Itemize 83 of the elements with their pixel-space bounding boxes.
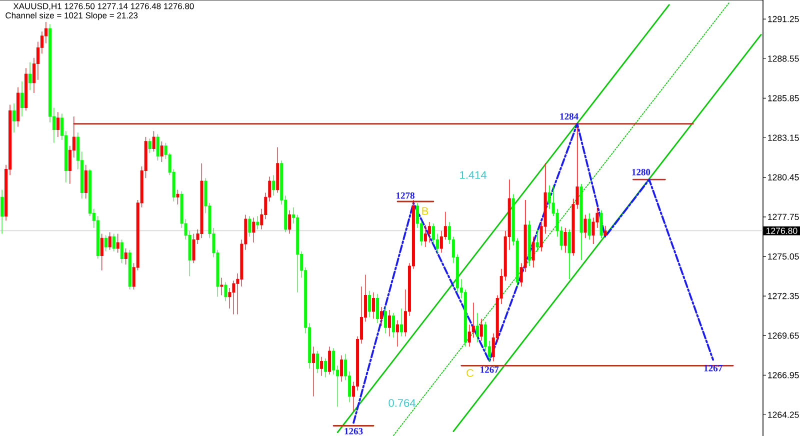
candlestick — [252, 217, 256, 243]
candlestick — [588, 212, 591, 240]
candlestick — [0, 189, 4, 234]
candlestick — [128, 250, 132, 290]
candlestick — [100, 233, 104, 271]
candlestick — [532, 236, 535, 268]
candlestick — [368, 290, 372, 318]
annotation: 1.414 — [460, 171, 486, 179]
candlestick — [340, 355, 344, 382]
candlestick — [176, 189, 180, 205]
candlestick — [528, 220, 531, 266]
candlestick — [108, 232, 112, 250]
candlestick — [476, 312, 479, 343]
candlestick — [248, 216, 252, 237]
candlestick — [324, 358, 328, 378]
candlestick — [272, 174, 276, 196]
candlestick — [320, 356, 324, 376]
candlestick — [28, 62, 32, 90]
candlestick — [384, 306, 387, 334]
candlestick — [192, 233, 196, 264]
ref-line-label: 1276.80 — [766, 228, 798, 234]
candlestick — [148, 138, 152, 154]
annotation: 1284 — [560, 113, 578, 120]
candlestick — [536, 229, 539, 252]
y-tick-label: 1272.35 — [768, 292, 799, 300]
y-tick-label: 1283.15 — [768, 134, 799, 141]
candlestick — [276, 146, 280, 194]
candlestick — [584, 214, 587, 238]
candlestick — [388, 310, 391, 337]
candlestick — [428, 222, 431, 243]
candlestick — [600, 210, 603, 238]
annotation: 1278 — [396, 192, 414, 199]
annotation: B — [422, 207, 428, 215]
y-tick-label: 1277.75 — [768, 214, 799, 220]
candlestick — [568, 229, 571, 280]
candlestick — [424, 224, 427, 248]
candlestick — [16, 86, 20, 128]
candlestick — [376, 294, 380, 324]
candlestick — [392, 312, 395, 338]
candlestick — [288, 210, 292, 234]
annotation: 1267 — [480, 366, 499, 373]
y-tick-label: 1291.25 — [768, 16, 799, 22]
candlestick — [256, 216, 260, 230]
candlestick — [20, 81, 24, 117]
annotation: C — [466, 369, 474, 377]
candlestick — [400, 308, 403, 337]
candlestick — [104, 234, 108, 252]
candlestick — [120, 239, 124, 264]
annotation: 1267 — [704, 364, 722, 372]
y-tick-label: 1264.25 — [768, 412, 799, 418]
candlestick — [396, 320, 399, 347]
candlestick — [24, 68, 28, 111]
y-tick-label: 1288.55 — [768, 56, 799, 62]
candlestick — [316, 350, 320, 374]
candlestick — [564, 228, 567, 254]
candlestick — [152, 130, 156, 152]
y-tick-label: 1266.95 — [768, 372, 799, 378]
candlestick — [56, 112, 60, 138]
chart-title: XAUUSD,H1 1276.50 1277.14 1276.48 1276.80 — [13, 3, 194, 10]
candlestick — [112, 233, 116, 252]
candlestick — [380, 306, 384, 326]
annotation: 0.764 — [388, 399, 416, 407]
annotation: 1263 — [344, 428, 363, 434]
candlestick — [480, 318, 483, 342]
candlestick — [160, 141, 164, 162]
candlestick — [116, 233, 120, 254]
candlestick — [12, 103, 16, 133]
y-tick-label: 1285.85 — [768, 95, 799, 102]
candlestick — [604, 226, 607, 236]
y-tick-label: 1280.45 — [768, 174, 799, 180]
candlestick — [124, 248, 128, 265]
candlestick — [156, 134, 160, 161]
candlestick — [580, 184, 583, 260]
y-tick-label: 1275.05 — [768, 253, 799, 260]
candlestick — [84, 164, 88, 199]
text: Channel size = 1021 Slope = 21.23 — [6, 12, 138, 20]
candlestick — [328, 346, 332, 375]
candlestick — [220, 277, 224, 296]
candlestick — [312, 346, 316, 397]
annotation: 1280 — [632, 168, 650, 176]
candlestick — [372, 292, 376, 320]
y-tick-label: 1269.65 — [768, 332, 799, 339]
candlestick — [224, 282, 228, 302]
